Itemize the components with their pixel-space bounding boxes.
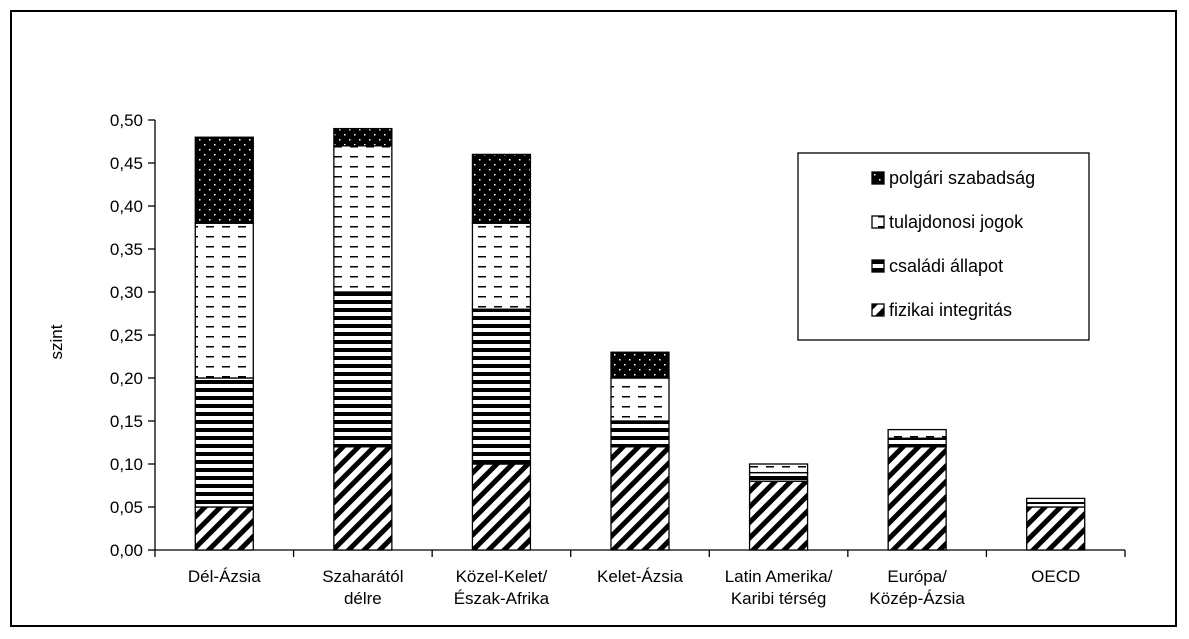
x-category-label: Kelet-Ázsia xyxy=(597,567,684,586)
legend-box xyxy=(797,152,1090,341)
bar-segment-fizikai-integritas xyxy=(333,446,393,551)
x-category-label: Szaharától xyxy=(322,567,403,586)
x-category-label: Közép-Ázsia xyxy=(869,589,965,608)
legend-swatch-polgari-szabadsag xyxy=(871,171,885,185)
bar-segment-polgari-szabadsag xyxy=(333,127,393,147)
y-tick-label: 0,10 xyxy=(110,455,143,474)
y-tick-label: 0,45 xyxy=(110,154,143,173)
bar-segment-fizikai-integritas xyxy=(194,506,254,551)
y-tick-label: 0,50 xyxy=(110,111,143,130)
legend-swatch-tulajdonosi-jogok xyxy=(871,215,885,229)
legend: polgári szabadság tulajdonosi jogok család… xyxy=(797,152,1090,341)
bar-segment-fizikai-integritas xyxy=(748,480,809,551)
chart-frame: szint 0,00 0,05 0,10 0,15 0,20 0,25 0,30 0,35 0,… xyxy=(10,10,1177,627)
legend-swatch-fizikai-integritas xyxy=(871,303,885,317)
legend-label: tulajdonosi jogok xyxy=(889,212,1024,232)
x-category-label: OECD xyxy=(1031,567,1080,586)
plot-area: 0,00 0,05 0,10 0,15 0,20 0,25 0,30 0,35 0,40 0,45… xyxy=(110,111,1126,608)
bar-segment-fizikai-integritas xyxy=(610,446,670,551)
y-tick-label: 0,40 xyxy=(110,197,143,216)
y-tick-label: 0,20 xyxy=(110,369,143,388)
y-tick-label: 0,35 xyxy=(110,240,143,259)
bar-segment-polgari-szabadsag xyxy=(610,351,670,379)
bar-segment-polgari-szabadsag xyxy=(194,136,254,224)
bar-segment-tulajdonosi-jogok xyxy=(194,222,254,379)
stacked-bar-chart: szint 0,000,050,100,150,200,250,300,350,… xyxy=(47,111,1126,608)
y-tick-label: 0,25 xyxy=(110,326,143,345)
x-category-label: Latin Amerika/ xyxy=(725,567,833,586)
x-category-label: Európa/ xyxy=(887,567,947,586)
y-tick-label: 0,15 xyxy=(110,412,143,431)
y-tick-label: 0,00 xyxy=(110,541,143,560)
bar-segment-csaladi-allapot xyxy=(333,291,393,448)
bar-segment-fizikai-integritas xyxy=(471,463,532,551)
bar-segment-csaladi-allapot xyxy=(610,420,670,448)
y-axis-label: szint xyxy=(47,324,66,359)
bar-segment-tulajdonosi-jogok xyxy=(748,463,809,474)
bar-segment-csaladi-allapot xyxy=(194,377,254,508)
bar-segment-csaladi-allapot xyxy=(887,437,947,448)
bar-segment-fizikai-integritas xyxy=(1026,506,1086,551)
bar-segment-tulajdonosi-jogok xyxy=(1026,497,1086,504)
bar-segment-polgari-szabadsag xyxy=(471,153,532,224)
y-tick-label: 0,30 xyxy=(110,283,143,302)
x-category-label: Karibi térség xyxy=(731,589,826,608)
bar-segment-tulajdonosi-jogok xyxy=(610,377,670,422)
x-category-label: délre xyxy=(344,589,382,608)
bar-segment-tulajdonosi-jogok xyxy=(471,222,532,310)
x-category-label: Közel-Kelet/ xyxy=(456,567,548,586)
y-tick-label: 0,05 xyxy=(110,498,143,517)
bar-segment-tulajdonosi-jogok xyxy=(887,428,947,439)
x-category-label: Dél-Ázsia xyxy=(188,567,261,586)
bar-segment-csaladi-allapot xyxy=(471,308,532,465)
bar-segment-fizikai-integritas xyxy=(887,446,947,551)
legend-label: polgári szabadság xyxy=(889,168,1035,188)
legend-label: családi állapot xyxy=(889,256,1003,276)
legend-swatch-csaladi-allapot xyxy=(871,259,885,273)
legend-label: fizikai integritás xyxy=(889,300,1012,320)
bar-segment-tulajdonosi-jogok xyxy=(333,145,393,293)
x-category-label: Észak-Afrika xyxy=(454,589,550,608)
bar-segment-csaladi-allapot xyxy=(748,471,809,482)
